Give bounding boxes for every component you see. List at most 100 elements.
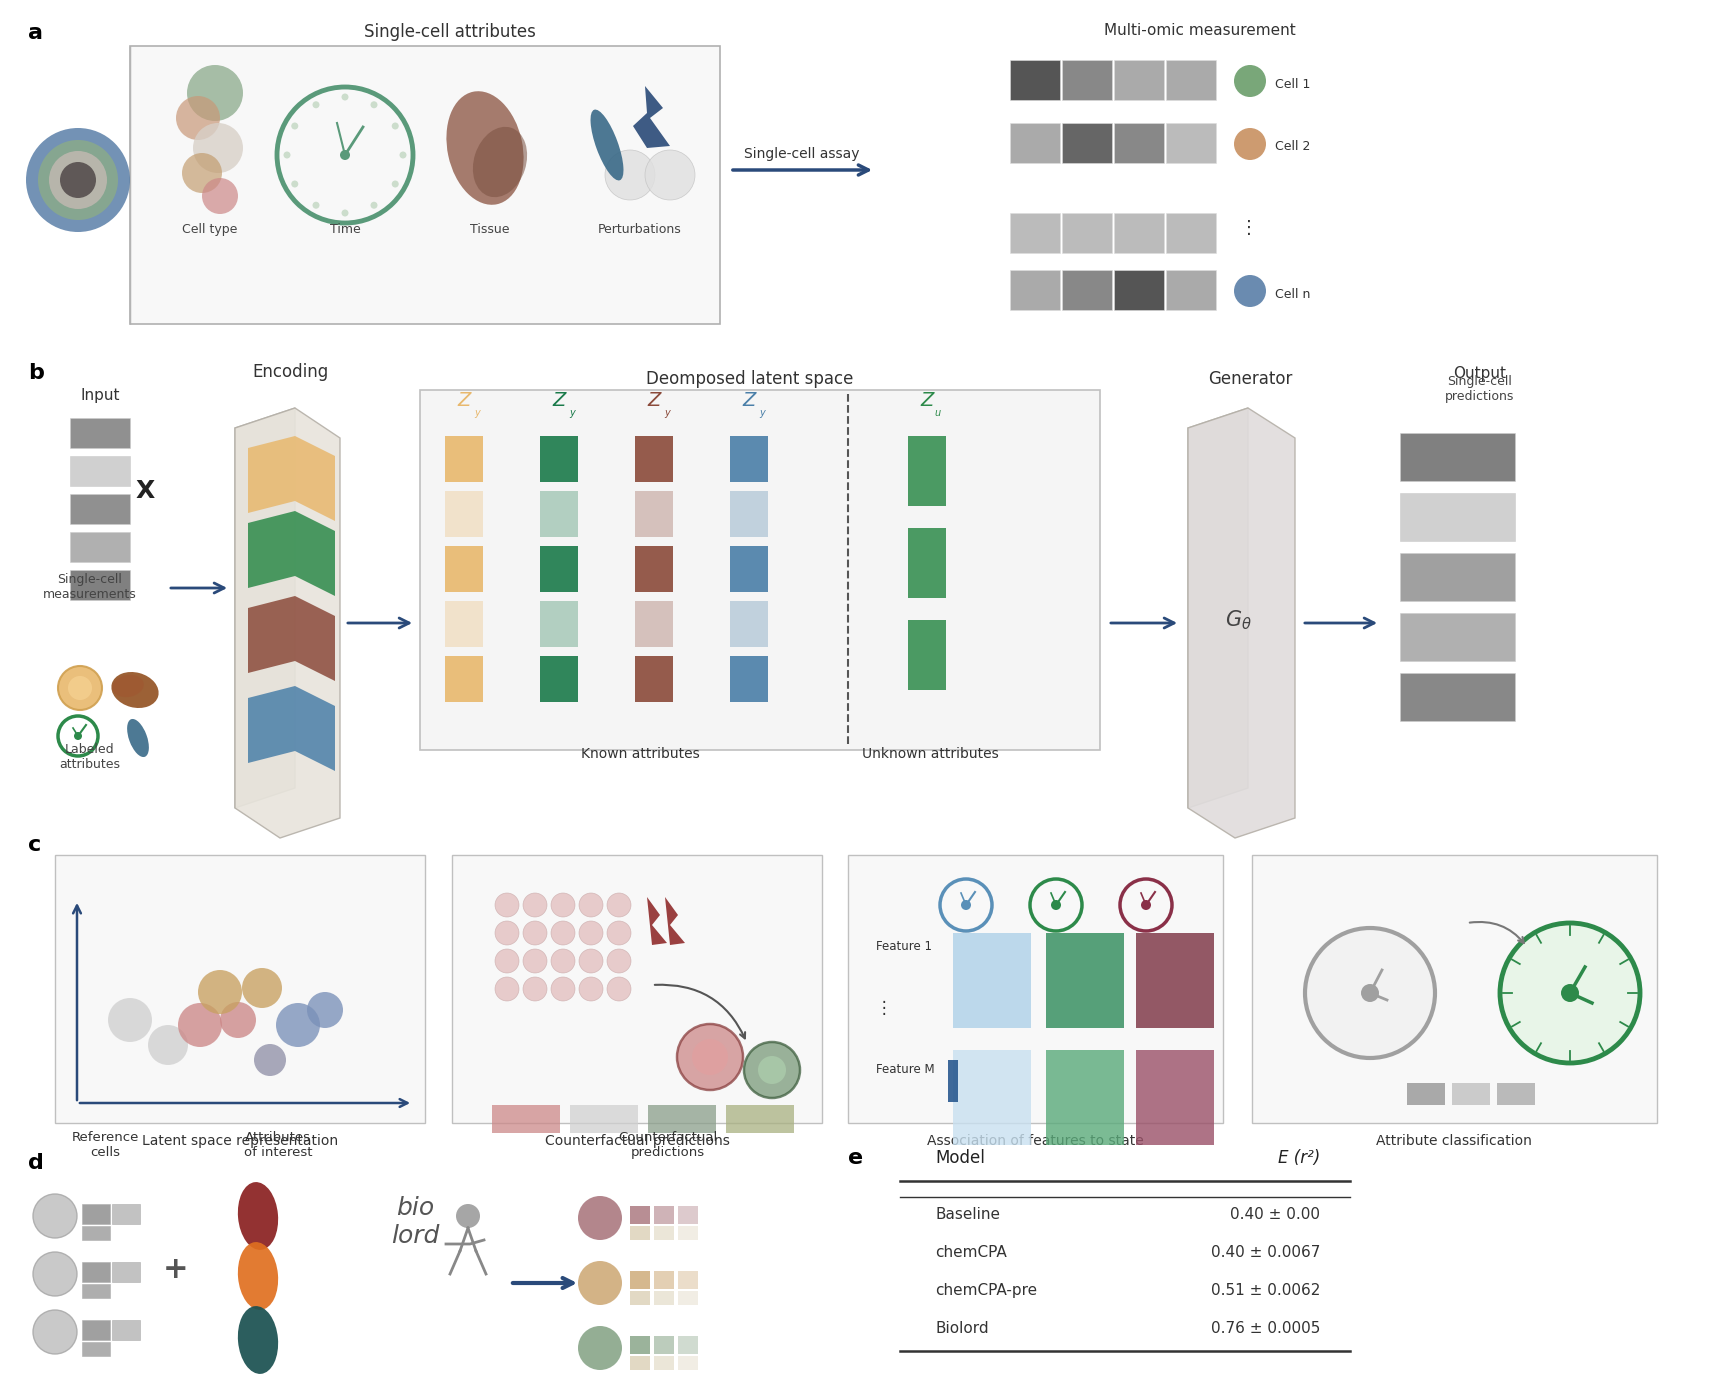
FancyBboxPatch shape	[730, 656, 768, 702]
Text: Single-cell assay: Single-cell assay	[744, 147, 860, 161]
Text: $_y$: $_y$	[474, 406, 482, 420]
FancyBboxPatch shape	[1062, 214, 1112, 252]
Polygon shape	[248, 687, 335, 771]
Circle shape	[1235, 65, 1265, 97]
FancyBboxPatch shape	[1496, 1083, 1536, 1105]
Circle shape	[551, 976, 575, 1001]
Text: chemCPA: chemCPA	[935, 1246, 1007, 1259]
FancyBboxPatch shape	[730, 491, 768, 537]
FancyBboxPatch shape	[730, 601, 768, 646]
Text: 0.40 ± 0.0067: 0.40 ± 0.0067	[1211, 1246, 1320, 1259]
Text: Input: Input	[80, 388, 120, 404]
Circle shape	[392, 180, 398, 187]
FancyBboxPatch shape	[1113, 60, 1165, 100]
Circle shape	[186, 65, 243, 121]
FancyBboxPatch shape	[653, 1270, 674, 1289]
FancyBboxPatch shape	[629, 1356, 650, 1370]
FancyBboxPatch shape	[1400, 613, 1515, 662]
Text: 0.51 ± 0.0062: 0.51 ± 0.0062	[1211, 1283, 1320, 1298]
Circle shape	[551, 949, 575, 974]
Text: Generator: Generator	[1207, 370, 1293, 388]
Circle shape	[32, 1194, 77, 1239]
FancyBboxPatch shape	[492, 1105, 559, 1133]
FancyBboxPatch shape	[82, 1343, 109, 1356]
Circle shape	[494, 976, 520, 1001]
FancyBboxPatch shape	[629, 1226, 650, 1240]
Text: $_y$: $_y$	[569, 406, 576, 420]
Text: a: a	[27, 24, 43, 43]
Text: ⋮: ⋮	[876, 999, 893, 1017]
FancyBboxPatch shape	[908, 528, 946, 598]
FancyBboxPatch shape	[629, 1270, 650, 1289]
Ellipse shape	[111, 671, 159, 707]
FancyBboxPatch shape	[653, 1356, 674, 1370]
FancyBboxPatch shape	[677, 1270, 698, 1289]
Circle shape	[677, 1024, 744, 1090]
FancyBboxPatch shape	[1400, 433, 1515, 481]
Ellipse shape	[113, 675, 144, 698]
FancyBboxPatch shape	[908, 620, 946, 689]
FancyBboxPatch shape	[1011, 123, 1060, 164]
Polygon shape	[665, 897, 686, 945]
FancyBboxPatch shape	[70, 494, 130, 524]
Circle shape	[313, 201, 320, 208]
FancyBboxPatch shape	[1135, 1050, 1214, 1146]
FancyBboxPatch shape	[111, 1320, 140, 1340]
Text: bio
lord: bio lord	[392, 1196, 439, 1248]
Circle shape	[523, 921, 547, 945]
Circle shape	[523, 949, 547, 974]
Polygon shape	[234, 408, 340, 838]
Circle shape	[371, 101, 378, 108]
FancyBboxPatch shape	[648, 1105, 716, 1133]
Circle shape	[607, 976, 631, 1001]
Text: Deomposed latent space: Deomposed latent space	[646, 370, 853, 388]
Circle shape	[607, 921, 631, 945]
Circle shape	[275, 1003, 320, 1047]
Text: Biolord: Biolord	[935, 1320, 988, 1336]
Text: Attributes
of interest: Attributes of interest	[245, 1130, 313, 1160]
Text: $Z$: $Z$	[742, 391, 758, 411]
Circle shape	[1561, 983, 1578, 1001]
FancyBboxPatch shape	[947, 1060, 958, 1103]
FancyBboxPatch shape	[1062, 123, 1112, 164]
Circle shape	[605, 150, 655, 200]
Text: c: c	[27, 835, 41, 854]
Ellipse shape	[238, 1182, 279, 1250]
FancyBboxPatch shape	[1400, 673, 1515, 721]
FancyBboxPatch shape	[1047, 1050, 1123, 1146]
Polygon shape	[646, 897, 667, 945]
FancyBboxPatch shape	[730, 546, 768, 592]
Circle shape	[255, 1044, 286, 1076]
Circle shape	[202, 178, 238, 214]
Text: Labeled
attributes: Labeled attributes	[60, 743, 120, 771]
Text: Counterfactual
predictions: Counterfactual predictions	[619, 1130, 718, 1160]
FancyBboxPatch shape	[629, 1291, 650, 1305]
Text: Latent space representation: Latent space representation	[142, 1135, 339, 1148]
FancyBboxPatch shape	[1011, 270, 1060, 311]
FancyBboxPatch shape	[1047, 933, 1123, 1028]
Ellipse shape	[590, 110, 624, 180]
FancyBboxPatch shape	[1011, 214, 1060, 252]
FancyBboxPatch shape	[730, 436, 768, 483]
Circle shape	[26, 128, 130, 232]
Circle shape	[291, 122, 298, 129]
Circle shape	[580, 921, 604, 945]
Polygon shape	[633, 86, 670, 148]
Ellipse shape	[446, 92, 523, 205]
Circle shape	[400, 151, 407, 158]
Circle shape	[108, 999, 152, 1042]
FancyBboxPatch shape	[653, 1226, 674, 1240]
FancyBboxPatch shape	[1113, 123, 1165, 164]
Text: Cell n: Cell n	[1276, 287, 1310, 301]
Circle shape	[1500, 922, 1640, 1062]
Circle shape	[392, 122, 398, 129]
Circle shape	[342, 209, 349, 216]
Text: 0.40 ± 0.00: 0.40 ± 0.00	[1229, 1207, 1320, 1222]
Circle shape	[149, 1025, 188, 1065]
Text: Single-cell
measurements: Single-cell measurements	[43, 573, 137, 601]
Circle shape	[38, 140, 118, 221]
FancyBboxPatch shape	[111, 1204, 140, 1223]
Circle shape	[221, 1001, 256, 1037]
Text: Cell 1: Cell 1	[1276, 78, 1310, 90]
FancyBboxPatch shape	[629, 1207, 650, 1223]
